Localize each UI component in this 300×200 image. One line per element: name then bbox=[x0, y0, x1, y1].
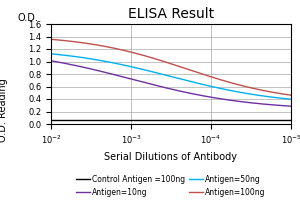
Control Antigen =100ng bbox=[267, 118, 270, 121]
Line: Antigen=100ng: Antigen=100ng bbox=[51, 39, 291, 95]
Antigen=10ng bbox=[196, 94, 200, 96]
Antigen=100ng bbox=[50, 38, 54, 41]
Control Antigen =100ng bbox=[289, 118, 293, 121]
Antigen=50ng bbox=[251, 93, 255, 96]
Antigen=50ng bbox=[267, 95, 270, 98]
Antigen=10ng bbox=[49, 60, 53, 62]
Antigen=10ng bbox=[251, 102, 255, 104]
X-axis label: Serial Dilutions of Antibody: Serial Dilutions of Antibody bbox=[104, 152, 238, 162]
Control Antigen =100ng bbox=[49, 118, 53, 121]
Antigen=10ng bbox=[267, 103, 270, 106]
Line: Antigen=10ng: Antigen=10ng bbox=[51, 61, 291, 106]
Antigen=100ng bbox=[196, 71, 200, 74]
Antigen=100ng bbox=[289, 94, 293, 96]
Antigen=10ng bbox=[191, 93, 195, 95]
Line: Antigen=50ng: Antigen=50ng bbox=[51, 54, 291, 99]
Legend: Control Antigen =100ng, Antigen=10ng, Antigen=50ng, Antigen=100ng: Control Antigen =100ng, Antigen=10ng, An… bbox=[73, 172, 269, 200]
Antigen=100ng bbox=[49, 38, 53, 41]
Antigen=50ng bbox=[191, 81, 195, 83]
Control Antigen =100ng bbox=[50, 118, 54, 121]
Text: O.D. Reading: O.D. Reading bbox=[0, 78, 8, 142]
Control Antigen =100ng bbox=[251, 118, 255, 121]
Control Antigen =100ng bbox=[196, 118, 200, 121]
Antigen=50ng bbox=[192, 81, 196, 83]
Antigen=50ng bbox=[289, 98, 293, 100]
Antigen=100ng bbox=[267, 90, 270, 93]
Antigen=10ng bbox=[289, 105, 293, 107]
Title: ELISA Result: ELISA Result bbox=[128, 7, 214, 21]
Antigen=50ng bbox=[50, 53, 54, 55]
Antigen=50ng bbox=[196, 82, 200, 84]
Antigen=10ng bbox=[192, 93, 196, 95]
Control Antigen =100ng bbox=[191, 118, 195, 121]
Text: O.D.: O.D. bbox=[17, 13, 38, 23]
Control Antigen =100ng bbox=[192, 118, 196, 121]
Antigen=10ng bbox=[50, 60, 54, 62]
Antigen=50ng bbox=[49, 53, 53, 55]
Antigen=100ng bbox=[191, 70, 195, 72]
Antigen=100ng bbox=[251, 87, 255, 90]
Antigen=100ng bbox=[192, 70, 196, 72]
